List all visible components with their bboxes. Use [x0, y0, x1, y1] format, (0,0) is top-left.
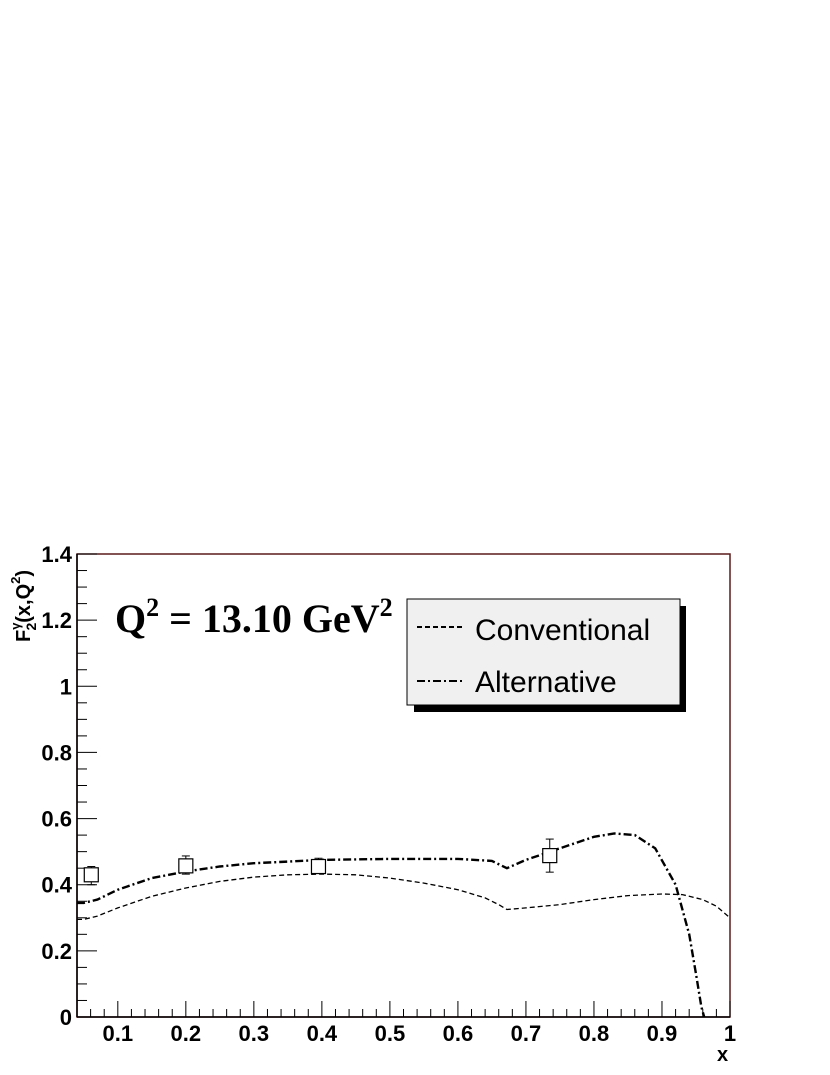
series-line-conventional [77, 873, 731, 921]
y-tick-label: 1 [60, 674, 72, 699]
ylabel-rest: (x,Q [13, 584, 35, 623]
q2-annotation: Q2 = 13.10 GeV2 [115, 593, 393, 641]
series-lines [77, 832, 731, 1018]
legend: Conventional Alternative [406, 598, 686, 712]
x-tick-label: 0.8 [579, 1021, 610, 1046]
legend-box [406, 598, 681, 706]
data-point [542, 838, 558, 873]
y-tick-label: 0.2 [41, 939, 72, 964]
ylabel-sub: 2 [23, 623, 39, 631]
y-tick-label: 0.6 [41, 807, 72, 832]
data-point [83, 866, 99, 886]
legend-label-alternative: Alternative [475, 666, 617, 699]
data-points [83, 838, 558, 886]
data-point-marker [542, 848, 558, 864]
axes: 0.1 0.2 0.3 0.4 0.5 0.6 0.7 0.8 0.9 1 0 0.2 0.4 0.6 0.… [41, 542, 736, 1046]
legend-label-conventional: Conventional [475, 614, 650, 647]
data-point-marker [178, 858, 194, 874]
x-tick-label: 0.5 [375, 1021, 406, 1046]
series-line-alternative [77, 832, 706, 1018]
y-axis-title: Fγ2(x,Q2) [8, 570, 39, 642]
y-tick-label: 0 [60, 1005, 72, 1030]
ylabel-close: ) [13, 570, 35, 577]
x-tick-label: 0.3 [239, 1021, 270, 1046]
x-tick-label: 0.2 [171, 1021, 202, 1046]
y-tick-label: 0.8 [41, 740, 72, 765]
ylabel-sup: γ [8, 622, 23, 630]
ylabel-f: F [13, 630, 35, 642]
x-axis-title: x [717, 1044, 728, 1066]
annotation-sup1: 2 [146, 593, 159, 622]
y-tick-label: 1.4 [41, 542, 72, 567]
x-tick-label: 0.6 [443, 1021, 474, 1046]
x-tick-label: 0.7 [511, 1021, 542, 1046]
data-point-marker [310, 858, 327, 875]
data-point [178, 855, 194, 875]
svg-text:Q2 = 13.10 GeV2: Q2 = 13.10 GeV2 [115, 593, 393, 641]
y-tick-label: 1.2 [41, 608, 72, 633]
data-point [310, 857, 327, 875]
svg-text:Fγ2(x,Q2): Fγ2(x,Q2) [8, 570, 39, 642]
data-point-marker [83, 867, 99, 883]
annotation-mid: = 13.10 GeV [159, 596, 380, 641]
annotation-q: Q [115, 596, 146, 641]
y-tick-label: 0.4 [41, 873, 72, 898]
ylabel-rest-sup: 2 [8, 577, 23, 584]
x-tick-label: 0.9 [647, 1021, 678, 1046]
x-tick-label: 1 [724, 1021, 736, 1046]
x-tick-label: 0.4 [307, 1021, 338, 1046]
x-tick-label: 0.1 [103, 1021, 134, 1046]
annotation-sup2: 2 [380, 593, 393, 622]
